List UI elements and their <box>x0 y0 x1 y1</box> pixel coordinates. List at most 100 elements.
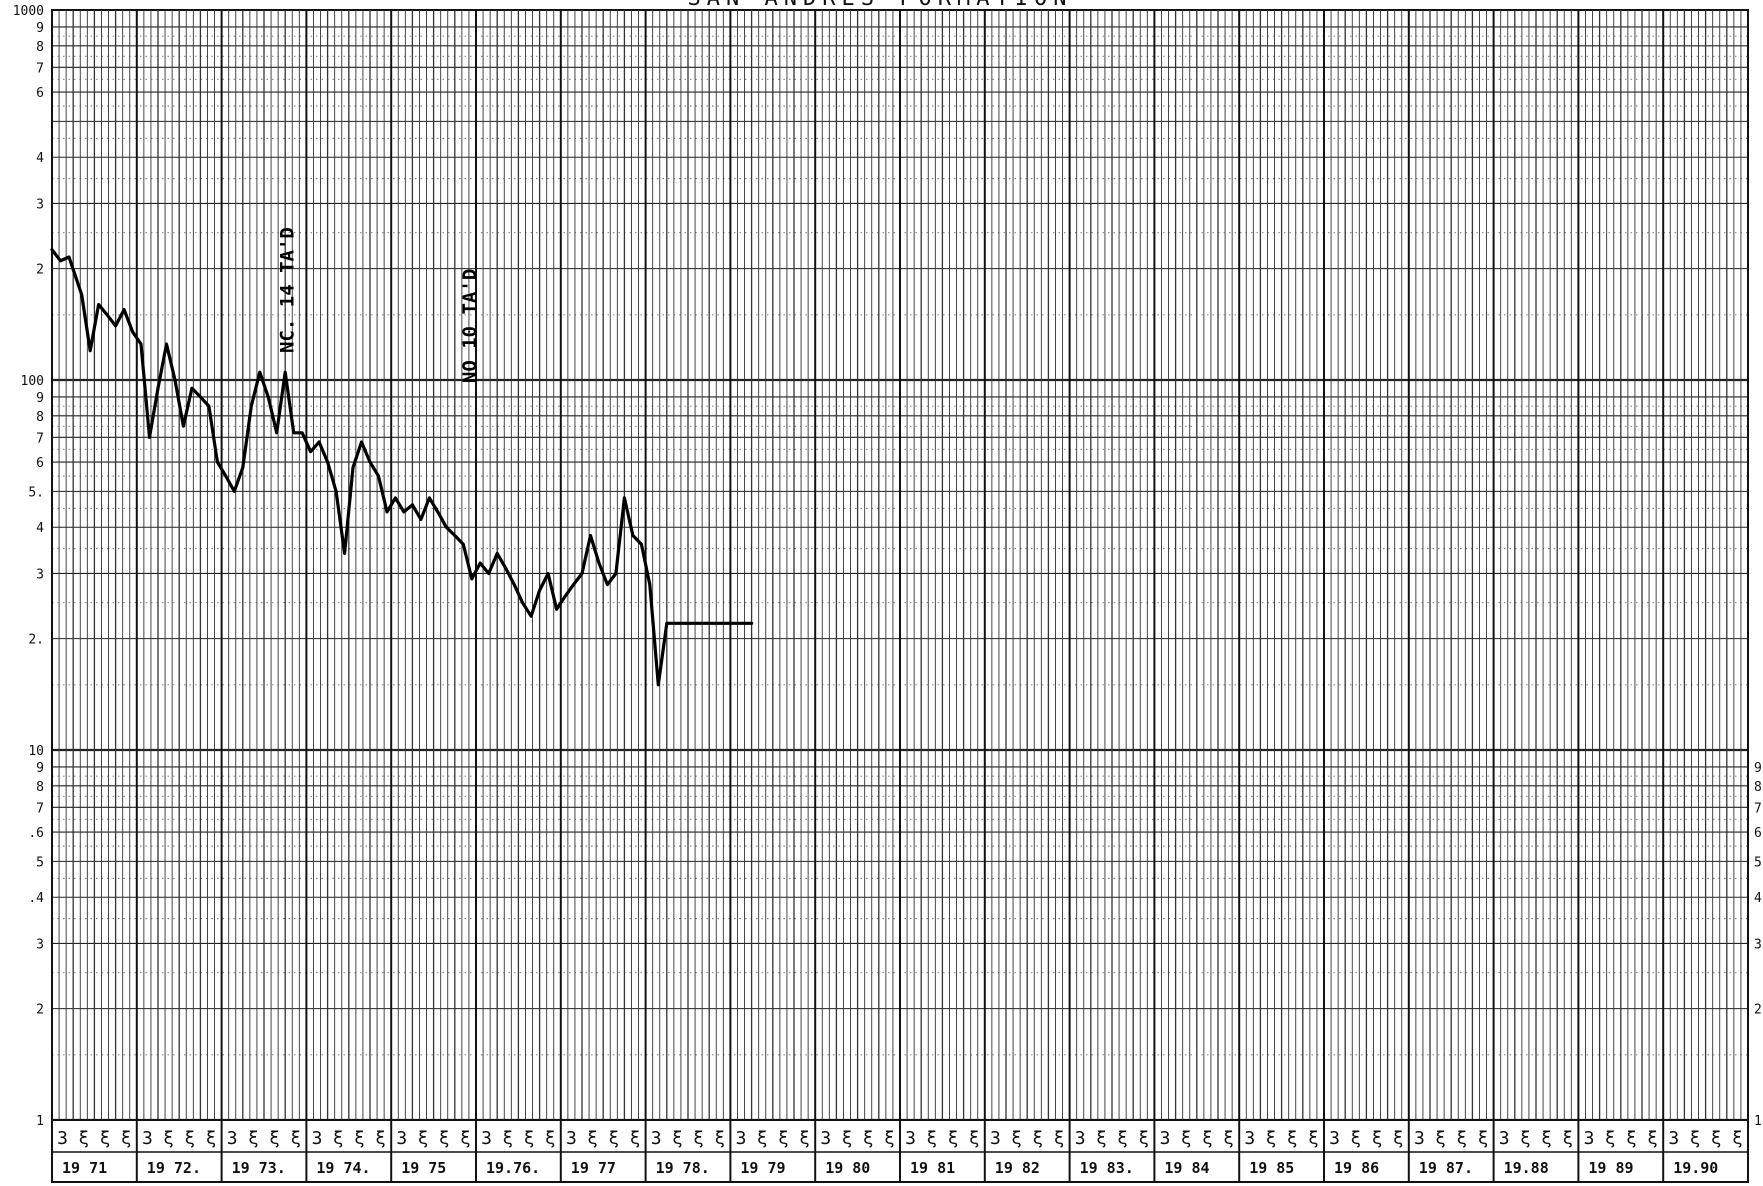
quarter-mark: ξ <box>1690 1128 1701 1149</box>
quarter-mark: ξ <box>1541 1128 1552 1149</box>
quarter-mark: ξ <box>630 1128 641 1149</box>
y-tick-label-right: 5 <box>1754 855 1762 870</box>
quarter-mark: 3 <box>990 1128 1001 1149</box>
y-tick-label-right: 1 <box>1754 1114 1762 1129</box>
data-point <box>216 460 219 464</box>
quarter-mark: ξ <box>1732 1128 1743 1149</box>
quarter-mark: ξ <box>1372 1128 1383 1149</box>
quarter-mark: ξ <box>524 1128 535 1149</box>
data-point <box>419 518 423 521</box>
y-tick-label: 9 <box>36 761 44 776</box>
y-tick-label-right: 6 <box>1754 826 1762 841</box>
quarter-mark: ξ <box>1605 1128 1616 1149</box>
quarter-mark: ξ <box>439 1128 450 1149</box>
quarter-mark: ξ <box>1350 1128 1361 1149</box>
data-point <box>487 572 490 575</box>
quarter-mark: ξ <box>78 1128 89 1149</box>
data-point <box>708 622 711 625</box>
quarter-mark: ξ <box>248 1128 259 1149</box>
quarter-mark: ξ <box>884 1128 895 1149</box>
data-point <box>224 474 228 478</box>
data-point <box>377 474 380 478</box>
y-tick-label: 1 <box>36 1114 44 1129</box>
data-point <box>334 490 338 493</box>
data-point <box>343 552 346 555</box>
quarter-mark: ξ <box>502 1128 513 1149</box>
quarter-mark: ξ <box>1287 1128 1298 1149</box>
quarter-mark: ξ <box>184 1128 195 1149</box>
y-tick-label-right: 4 <box>1754 891 1762 906</box>
y-tick-label: 5 <box>36 855 44 870</box>
year-label: 19 78. <box>656 1159 710 1177</box>
data-point <box>674 622 677 625</box>
y-tick-label-right: 2 <box>1754 1003 1762 1018</box>
year-label: 19 75 <box>401 1159 446 1177</box>
data-point <box>385 510 389 514</box>
quarter-mark: ξ <box>269 1128 280 1149</box>
quarter-mark: ξ <box>1181 1128 1192 1149</box>
y-tick-label: 2 <box>36 1003 44 1018</box>
y-tick-label-right: 8 <box>1754 780 1762 795</box>
quarter-mark: ξ <box>1562 1128 1573 1149</box>
data-point <box>631 534 635 537</box>
data-point <box>105 313 109 317</box>
data-point <box>504 566 507 570</box>
quarter-mark: 3 <box>1160 1128 1171 1149</box>
data-point <box>428 496 431 500</box>
chart-title: SAN ANDRES FORMATION <box>640 0 1120 11</box>
quarter-mark: ξ <box>1266 1128 1277 1149</box>
y-tick-label: .6 <box>28 826 44 841</box>
quarter-mark: 3 <box>227 1128 238 1149</box>
quarter-mark: 3 <box>1329 1128 1340 1149</box>
data-point <box>317 440 321 444</box>
data-point <box>453 534 456 537</box>
quarter-mark: 3 <box>396 1128 407 1149</box>
y-tick-label-right: 9 <box>1754 761 1762 776</box>
data-point <box>131 330 134 333</box>
quarter-mark: ξ <box>1626 1128 1637 1149</box>
quarter-mark: ξ <box>1054 1128 1065 1149</box>
quarter-mark: ξ <box>121 1128 132 1149</box>
y-tick-label: 7 <box>36 61 44 76</box>
annotation-label: NO 10 TA'D <box>459 269 481 383</box>
year-label: 19 85 <box>1249 1159 1294 1177</box>
data-point <box>572 583 575 586</box>
data-point <box>156 387 160 390</box>
year-label: 19 87. <box>1419 1159 1473 1177</box>
quarter-mark: ξ <box>693 1128 704 1149</box>
y-tick-label: .4 <box>28 891 44 906</box>
y-tick-label: 6 <box>36 86 44 101</box>
data-point <box>580 572 584 575</box>
y-tick-label: 3 <box>36 197 44 212</box>
data-point <box>496 552 499 555</box>
y-tick-label-right: 3 <box>1754 937 1762 952</box>
data-point <box>606 583 609 586</box>
y-tick-label: 10 <box>28 744 44 759</box>
y-tick-label: 7 <box>36 801 44 816</box>
data-point <box>470 577 473 581</box>
y-tick-label: 100 <box>21 374 44 389</box>
quarter-mark: ξ <box>1456 1128 1467 1149</box>
data-point <box>50 248 54 251</box>
data-point <box>479 561 482 565</box>
y-tick-label: 6 <box>36 456 44 471</box>
data-point <box>394 496 397 500</box>
data-point <box>241 466 244 469</box>
quarter-mark: 3 <box>1499 1128 1510 1149</box>
quarter-mark: 3 <box>905 1128 916 1149</box>
quarter-mark: ξ <box>1435 1128 1446 1149</box>
y-tick-label: 8 <box>36 40 44 55</box>
quarter-mark: ξ <box>545 1128 556 1149</box>
data-point <box>521 601 524 604</box>
quarter-mark: ξ <box>969 1128 980 1149</box>
y-tick-label: 9 <box>36 21 44 36</box>
data-point <box>436 510 440 514</box>
y-tick-label: 9 <box>36 391 44 406</box>
data-point <box>462 542 465 546</box>
year-label: 19 77 <box>571 1159 616 1177</box>
y-tick-label: 3 <box>36 937 44 952</box>
quarter-mark: 3 <box>651 1128 662 1149</box>
data-point <box>275 431 278 434</box>
y-tick-label: 7 <box>36 431 44 446</box>
